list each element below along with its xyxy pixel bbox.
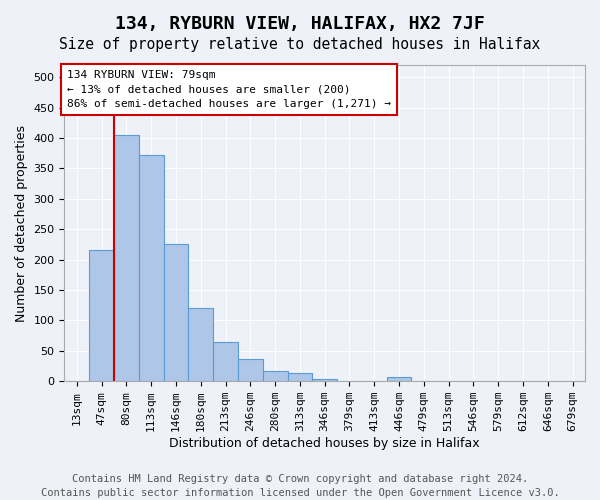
Text: 134, RYBURN VIEW, HALIFAX, HX2 7JF: 134, RYBURN VIEW, HALIFAX, HX2 7JF xyxy=(115,15,485,33)
Text: 134 RYBURN VIEW: 79sqm
← 13% of detached houses are smaller (200)
86% of semi-de: 134 RYBURN VIEW: 79sqm ← 13% of detached… xyxy=(67,70,391,110)
Bar xyxy=(188,308,213,381)
Bar xyxy=(412,380,436,381)
Text: Contains HM Land Registry data © Crown copyright and database right 2024.
Contai: Contains HM Land Registry data © Crown c… xyxy=(41,474,559,498)
Bar xyxy=(213,342,238,381)
Bar xyxy=(337,380,362,381)
Bar xyxy=(114,135,139,381)
Bar xyxy=(436,380,461,381)
Bar xyxy=(263,371,287,381)
Y-axis label: Number of detached properties: Number of detached properties xyxy=(15,124,28,322)
Text: Size of property relative to detached houses in Halifax: Size of property relative to detached ho… xyxy=(59,38,541,52)
Bar xyxy=(238,358,263,381)
Bar xyxy=(89,250,114,381)
Bar xyxy=(486,380,511,381)
Bar xyxy=(386,377,412,381)
Bar xyxy=(313,379,337,381)
Bar xyxy=(164,244,188,381)
Bar xyxy=(139,155,164,381)
Bar xyxy=(287,374,313,381)
X-axis label: Distribution of detached houses by size in Halifax: Distribution of detached houses by size … xyxy=(169,437,480,450)
